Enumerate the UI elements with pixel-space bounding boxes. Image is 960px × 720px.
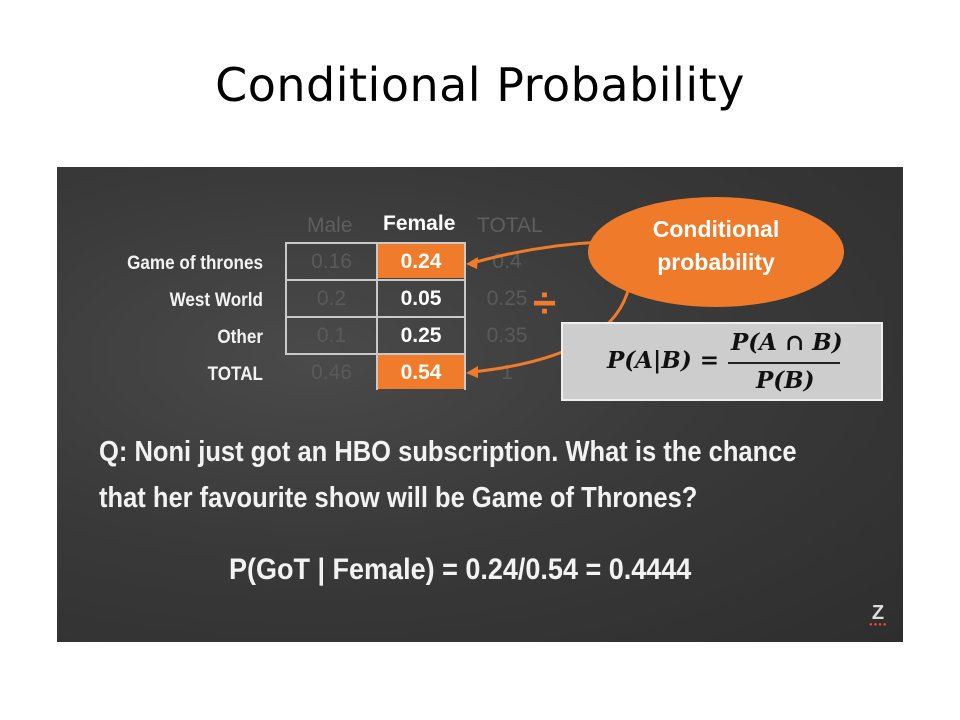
row-label-total: TOTAL [207,364,263,385]
question-line-2: that her favourite show will be Game of … [99,482,698,514]
cell-total-male: 0.46 [311,361,352,384]
grid-line [285,279,465,281]
answer-text: P(GoT | Female) = 0.24/0.54 = 0.4444 [229,553,692,586]
cell-westworld-total: 0.25 [486,287,528,310]
header-female: Female [383,212,456,235]
cell-westworld-male: 0.2 [316,287,347,310]
row-label-other: Other [217,327,263,348]
logo-dots: ●●●● [869,622,888,628]
header-total: TOTAL [477,214,543,237]
logo-icon: Z [871,602,885,624]
grid-line [464,242,466,390]
formula-box: P(A|B) = P(A ∩ B) P(B) [561,322,883,401]
highlight-got-female [377,244,465,278]
cell-other-male: 0.1 [316,324,347,347]
formula-numerator: P(A ∩ B) [731,329,843,356]
cell-total-total: 1 [501,361,513,384]
formula-denominator: P(B) [756,367,815,394]
callout-text: Conditional probability [588,213,844,279]
divide-icon: ÷ [533,279,557,326]
grid-line [285,353,465,355]
cell-got-male: 0.16 [311,250,352,273]
arrowhead-icon [466,366,478,378]
grid-line [285,242,465,244]
cell-got-female: 0.24 [400,250,442,273]
grid-line [376,242,378,390]
cell-total-female: 0.54 [400,361,442,384]
cell-other-female: 0.25 [400,324,442,347]
grid-line [285,316,465,318]
callout-line-2: probability [657,249,775,275]
grid-line [285,242,287,355]
question-text: Q: Noni just got an HBO subscription. Wh… [99,429,797,521]
callout-line-1: Conditional [652,216,780,242]
row-label-game-of-thrones: Game of thrones [127,253,263,274]
highlight-total-female [377,355,465,389]
question-line-1: Q: Noni just got an HBO subscription. Wh… [99,436,797,468]
formula-lhs: P(A|B) = [607,347,719,374]
chalkboard-image: Male Female TOTAL Game of thrones West W… [57,167,903,642]
row-label-west-world: West World [169,290,263,311]
header-male: Male [307,214,353,237]
arrowhead-icon [466,257,478,269]
fraction-bar [728,362,840,364]
callout-bubble [588,197,844,307]
slide-title: Conditional Probability [215,58,745,112]
arrow-to-numerator [471,240,603,265]
cell-other-total: 0.35 [486,324,528,347]
cell-westworld-female: 0.05 [400,287,442,310]
